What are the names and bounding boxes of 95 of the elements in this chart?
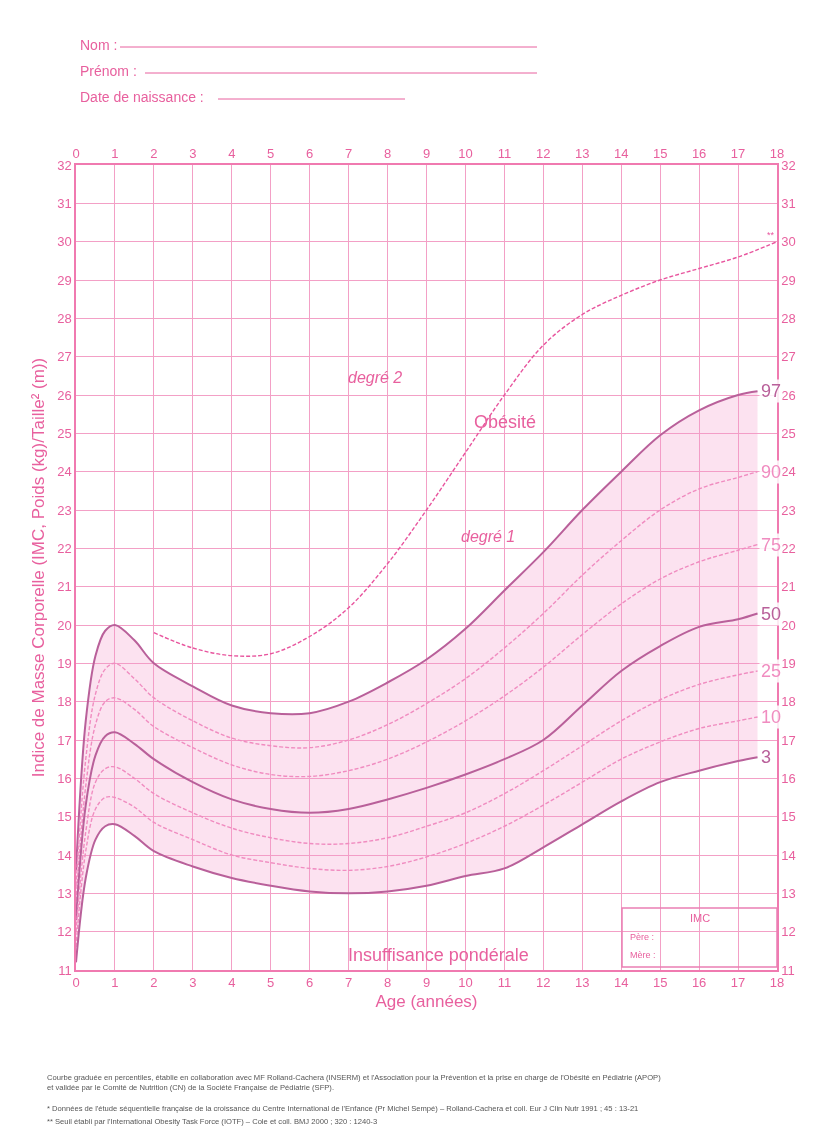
x2-tick-label: 15: [652, 975, 668, 991]
x2-tick-label: 4: [228, 975, 236, 991]
series-label: 75: [761, 535, 782, 555]
y2-tick-label: 28: [781, 310, 796, 326]
x-tick-label: 12: [536, 146, 551, 162]
x2-tick-label: 10: [458, 975, 473, 991]
x2-tick-label: 7: [344, 975, 353, 991]
x2-tick-label: 13: [575, 975, 590, 991]
y2-tick-label: 19: [781, 655, 796, 671]
annotation: Mère :: [630, 950, 656, 960]
x-tick-label: 4: [228, 146, 236, 162]
y-tick-label: 25: [57, 425, 72, 441]
y-tick-label: 21: [57, 579, 72, 595]
y2-tick-label: 24: [781, 464, 796, 480]
x-axis-title: Age (années): [375, 992, 478, 1012]
y2-tick-label: 18: [781, 694, 796, 710]
y-tick-label: 22: [57, 540, 72, 556]
x-tick-label: 7: [344, 146, 353, 162]
y-tick-label: 13: [57, 885, 72, 901]
y2-tick-label: 17: [781, 732, 796, 748]
text: Prénom :: [80, 63, 137, 79]
y-tick-label: 16: [57, 770, 72, 786]
y2-tick-label: 29: [781, 272, 796, 288]
x2-tick-label: 5: [267, 975, 275, 991]
x2-tick-label: 2: [150, 975, 158, 991]
y2-tick-label: 30: [781, 234, 796, 250]
y2-tick-label: 14: [781, 847, 796, 863]
y-tick-label: 18: [57, 694, 72, 710]
x2-tick-label: 18: [769, 975, 785, 991]
y-tick-label: 26: [57, 387, 72, 403]
x-tick-label: 3: [189, 146, 197, 162]
series-label: 90: [761, 462, 782, 482]
x-tick-label: 11: [497, 146, 512, 162]
x2-tick-label: 11: [497, 975, 512, 991]
x-tick-label: 10: [458, 146, 473, 162]
x2-tick-label: 16: [691, 975, 707, 991]
x-tick-label: 6: [306, 146, 314, 162]
y-tick-label: 14: [57, 847, 72, 863]
y-tick-label: 29: [57, 272, 72, 288]
x-tick-label: 8: [383, 146, 392, 162]
y-tick-label: 17: [57, 732, 72, 748]
x2-tick-label: 1: [111, 975, 119, 991]
y2-tick-label: 23: [781, 502, 796, 518]
y2-tick-label: 27: [781, 349, 796, 365]
y2-tick-label: 25: [781, 425, 796, 441]
x2-tick-label: 17: [730, 975, 746, 991]
x-tick-label: 17: [730, 146, 746, 162]
y2-tick-label: 20: [781, 617, 796, 633]
y2-tick-label: 15: [781, 809, 796, 825]
y2-tick-label: 21: [781, 579, 796, 595]
y2-tick-label: 11: [781, 962, 795, 978]
y-tick-label: 24: [57, 464, 72, 480]
y-tick-label: 28: [57, 310, 72, 326]
x-tick-label: 5: [267, 146, 275, 162]
y-tick-label: 27: [57, 349, 72, 365]
series-label: 50: [761, 604, 782, 624]
x-tick-label: 13: [575, 146, 590, 162]
y2-tick-label: 31: [781, 195, 796, 211]
x2-tick-label: 12: [536, 975, 551, 991]
series-label: 10: [761, 707, 782, 727]
y-tick-label: 23: [57, 502, 72, 518]
y-tick-label: 30: [57, 234, 72, 250]
y2-tick-label: 12: [781, 924, 796, 940]
x2-tick-label: 3: [189, 975, 197, 991]
x2-tick-label: 0: [72, 975, 80, 991]
y-tick-label: 15: [57, 809, 72, 825]
y2-tick-label: 22: [781, 540, 796, 556]
x2-tick-label: 6: [306, 975, 314, 991]
x2-tick-label: 9: [422, 975, 431, 991]
x-tick-label: 16: [691, 146, 707, 162]
y2-tick-label: 13: [781, 885, 796, 901]
x2-tick-label: 8: [383, 975, 392, 991]
y-tick-label: 20: [57, 617, 72, 633]
y-tick-label: 31: [57, 195, 72, 211]
series-label: 25: [761, 661, 782, 681]
series-label: **: [767, 230, 775, 240]
y2-tick-label: 26: [781, 387, 796, 403]
text: Date de naissance :: [80, 89, 204, 105]
y-tick-label: 32: [57, 157, 72, 173]
annotation: Père :: [630, 932, 655, 942]
y2-tick-label: 16: [781, 770, 796, 786]
y-tick-label: 19: [57, 655, 72, 671]
x-tick-label: 2: [150, 146, 158, 162]
series-label: 3: [761, 747, 772, 767]
x-tick-label: 1: [111, 146, 119, 162]
y-axis-title: Indice de Masse Corporelle (IMC, Poids (kg)/Taille² (m)): [29, 357, 49, 778]
x-tick-label: 15: [652, 146, 668, 162]
x-tick-label: 0: [72, 146, 80, 162]
x-tick-label: 14: [613, 146, 629, 162]
series-label: 97: [761, 381, 782, 401]
x-tick-label: 9: [422, 146, 431, 162]
y-tick-label: 11: [58, 962, 72, 978]
x2-tick-label: 14: [613, 975, 629, 991]
y-tick-label: 12: [57, 924, 72, 940]
text: Nom :: [80, 37, 118, 53]
